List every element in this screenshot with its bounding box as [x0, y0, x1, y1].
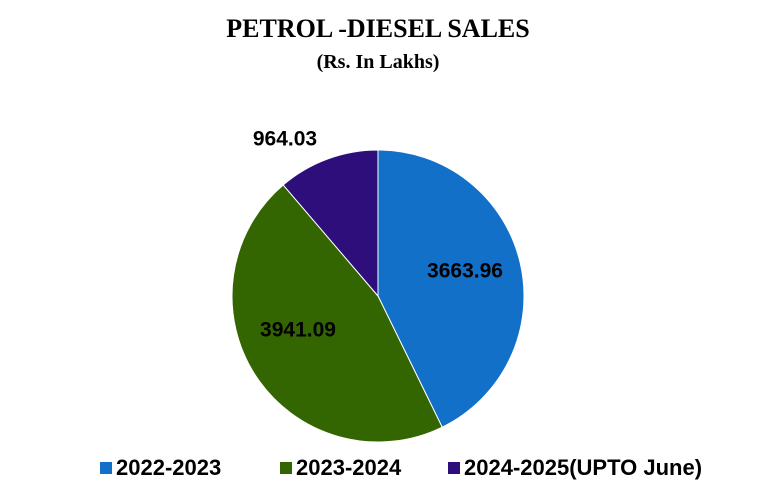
data-label: 964.03	[253, 128, 317, 151]
data-label: 3663.96	[427, 260, 503, 283]
legend-label: 2024-2025(UPTO June)	[464, 455, 702, 480]
legend-label: 2022-2023	[116, 455, 221, 480]
data-label: 3941.09	[260, 319, 336, 342]
chart-title: PETROL -DIESEL SALES	[226, 14, 529, 43]
legend-swatch	[280, 462, 292, 474]
legend-swatch	[448, 462, 460, 474]
pie-slice	[377, 149, 525, 428]
chart-subtitle: (Rs. In Lakhs)	[317, 51, 440, 73]
legend-label: 2023-2024	[296, 455, 402, 480]
legend-swatch	[100, 462, 112, 474]
pie-slice	[231, 184, 443, 443]
pie-slice	[282, 149, 379, 298]
